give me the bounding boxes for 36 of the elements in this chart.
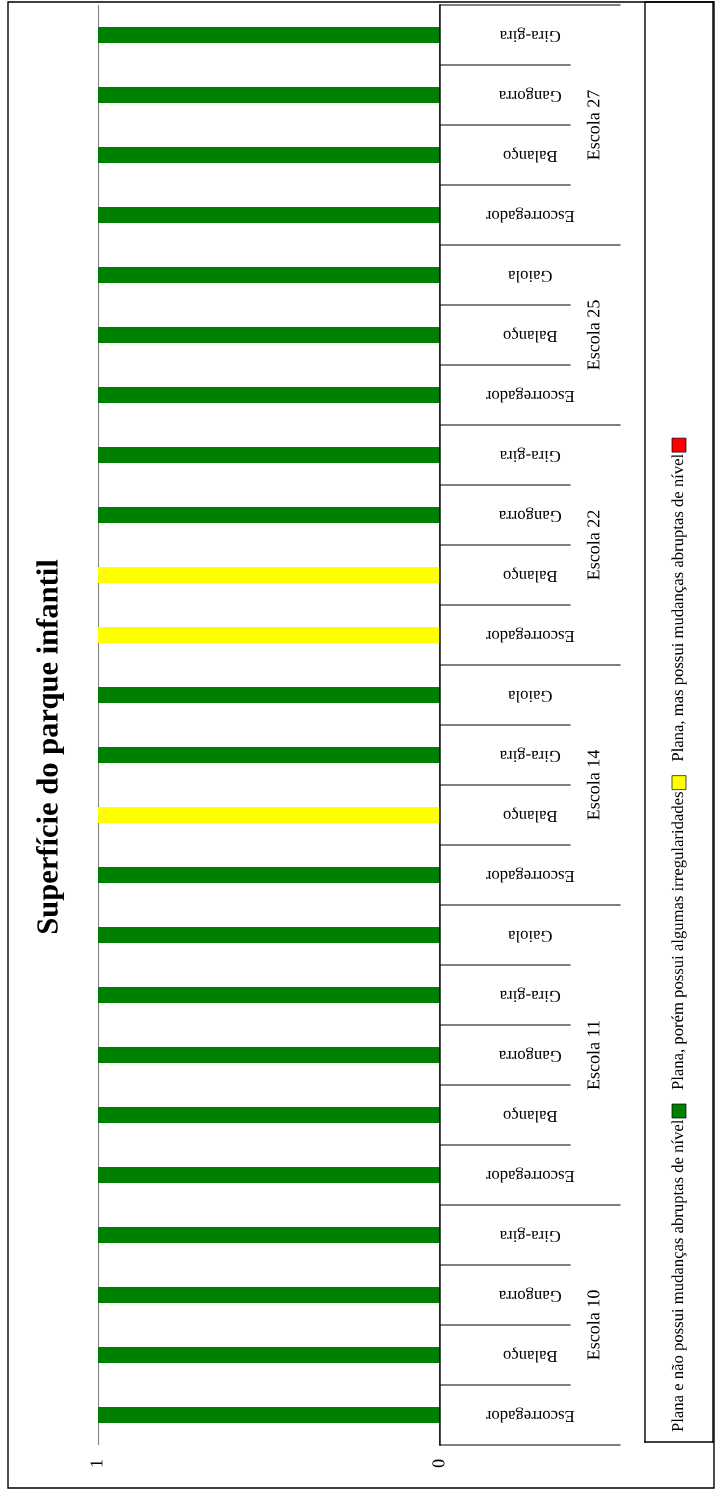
y-tick-label: Gaiola [508,930,552,943]
y-tick-label: Balanço [503,807,558,823]
text: Escola 10 [586,1290,600,1360]
text: Escola 11 [586,1021,600,1090]
y-tick-label: Gangorra [499,1047,562,1063]
y-tick-label: Gira-gira [499,987,561,1003]
y-tick-label: Escorregador [486,387,575,403]
y-tick-label: Gira-gira [499,1227,561,1243]
y-tick-label: Gangorra [499,1287,562,1303]
legend-label: Plana, porém possui algumas irregularidades [671,792,687,1090]
y-tick-label: Balanço [503,1347,558,1363]
y-tick-label: Balanço [503,567,558,583]
y-tick-label: Gira-gira [499,747,561,763]
y-tick-label: Balanço [503,327,558,343]
text: Escola 22 [586,510,600,580]
y-tick-label: Gaiola [508,690,552,703]
y-tick-label: Escorregador [486,1167,575,1183]
text: Escola 27 [586,90,600,160]
x-tick-label: 0 [432,1459,445,1468]
text: Escola 25 [586,300,600,370]
y-tick-label: Gira-gira [499,447,561,463]
y-tick-label: Escorregador [486,867,575,883]
text: Superfície do parque infantil [35,559,65,934]
legend-label: Plana e não possui mudanças abruptas de nível [671,1119,687,1432]
y-tick-label: Escorregador [486,1407,575,1423]
y-tick-label: Escorregador [486,207,575,223]
y-tick-label: Balanço [503,147,558,163]
y-tick-label: Gira-gira [499,27,561,43]
text: Escola 14 [586,749,600,820]
y-tick-label: Escorregador [486,627,575,643]
y-tick-label: Gangorra [499,507,562,523]
y-tick-label: Gangorra [499,87,562,103]
y-tick-label: Balanço [503,1107,558,1123]
x-tick-label: 1 [90,1459,103,1467]
legend-label: Plana, mas possui mudanças abruptas de nível [671,454,687,762]
y-tick-label: Gaiola [508,270,552,283]
